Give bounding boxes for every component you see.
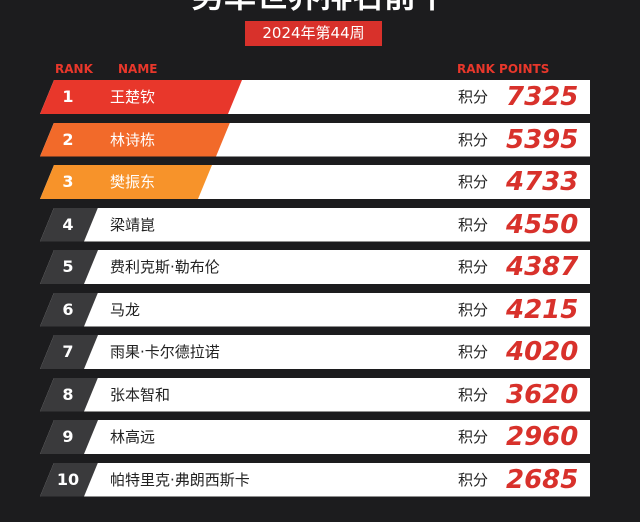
player-name: 雨果·卡尔德拉诺 [110, 343, 220, 361]
ranking-row: 5 费利克斯·勒布伦 积分 4387 [40, 250, 590, 284]
ranking-row: 4 梁靖崑 积分 4550 [40, 207, 590, 242]
row-background [40, 207, 590, 242]
points: 4550 [506, 209, 579, 240]
row-background [40, 292, 590, 327]
row-background [40, 335, 590, 369]
column-header: NAME [118, 62, 158, 76]
ranking-row: 1 王楚钦 积分 7325 [40, 80, 590, 114]
points-label: 积分 [458, 258, 489, 276]
rank: 9 [62, 427, 74, 446]
points-label: 积分 [458, 130, 489, 149]
rank: 10 [56, 469, 80, 489]
column-header: RANK [55, 62, 93, 76]
rank: 3 [62, 172, 74, 191]
points: 2960 [506, 422, 579, 452]
points: 4215 [506, 294, 579, 325]
title: 男单世界排名前十 [0, 0, 640, 16]
points-label: 积分 [458, 343, 489, 361]
player-name: 梁靖崑 [110, 215, 156, 234]
rank: 2 [62, 129, 74, 149]
points: 2685 [506, 464, 579, 495]
rank: 8 [62, 384, 74, 404]
row-background [40, 420, 590, 454]
ranking-row: 2 林诗栋 积分 5395 [40, 122, 590, 157]
row-background [40, 462, 590, 497]
rank: 1 [62, 87, 74, 106]
points: 7325 [506, 82, 579, 112]
points-label: 积分 [458, 428, 489, 446]
rank-block [40, 122, 230, 157]
points: 4387 [506, 252, 579, 282]
rank: 5 [62, 257, 74, 276]
points-label: 积分 [458, 385, 489, 404]
row-background [40, 250, 590, 284]
player-name: 费利克斯·勒布伦 [110, 258, 220, 276]
ranking-row: 6 马龙 积分 4215 [40, 292, 590, 327]
rank: 7 [62, 342, 74, 361]
ranking-row: 7 雨果·卡尔德拉诺 积分 4020 [40, 335, 590, 369]
rank: 6 [62, 299, 74, 319]
player-name: 马龙 [110, 300, 141, 319]
player-name: 帕特里克·弗朗西斯卡 [110, 470, 250, 489]
points-label: 积分 [458, 215, 489, 234]
rank-block [40, 80, 242, 114]
rank-block [40, 165, 212, 199]
player-name: 林诗栋 [110, 130, 156, 149]
row-background [40, 377, 590, 412]
points: 5395 [506, 124, 579, 155]
rank: 4 [62, 214, 74, 234]
player-name: 樊振东 [110, 173, 156, 191]
column-header: RANK POINTS [457, 62, 550, 76]
player-name: 张本智和 [110, 385, 171, 404]
ranking-row: 8 张本智和 积分 3620 [40, 377, 590, 412]
ranking-row: 9 林高远 积分 2960 [40, 420, 590, 454]
player-name: 林高远 [110, 428, 156, 446]
points-label: 积分 [458, 470, 489, 489]
subtitle: 2024年第44周 [245, 21, 382, 46]
points-label: 积分 [458, 300, 489, 319]
points: 4733 [506, 167, 579, 197]
ranking-row: 10 帕特里克·弗朗西斯卡 积分 2685 [40, 462, 590, 497]
ranking-row: 3 樊振东 积分 4733 [40, 165, 590, 199]
points-label: 积分 [458, 88, 489, 106]
points: 4020 [506, 337, 579, 367]
points: 3620 [506, 379, 579, 410]
points-label: 积分 [458, 173, 489, 191]
player-name: 王楚钦 [110, 88, 156, 106]
